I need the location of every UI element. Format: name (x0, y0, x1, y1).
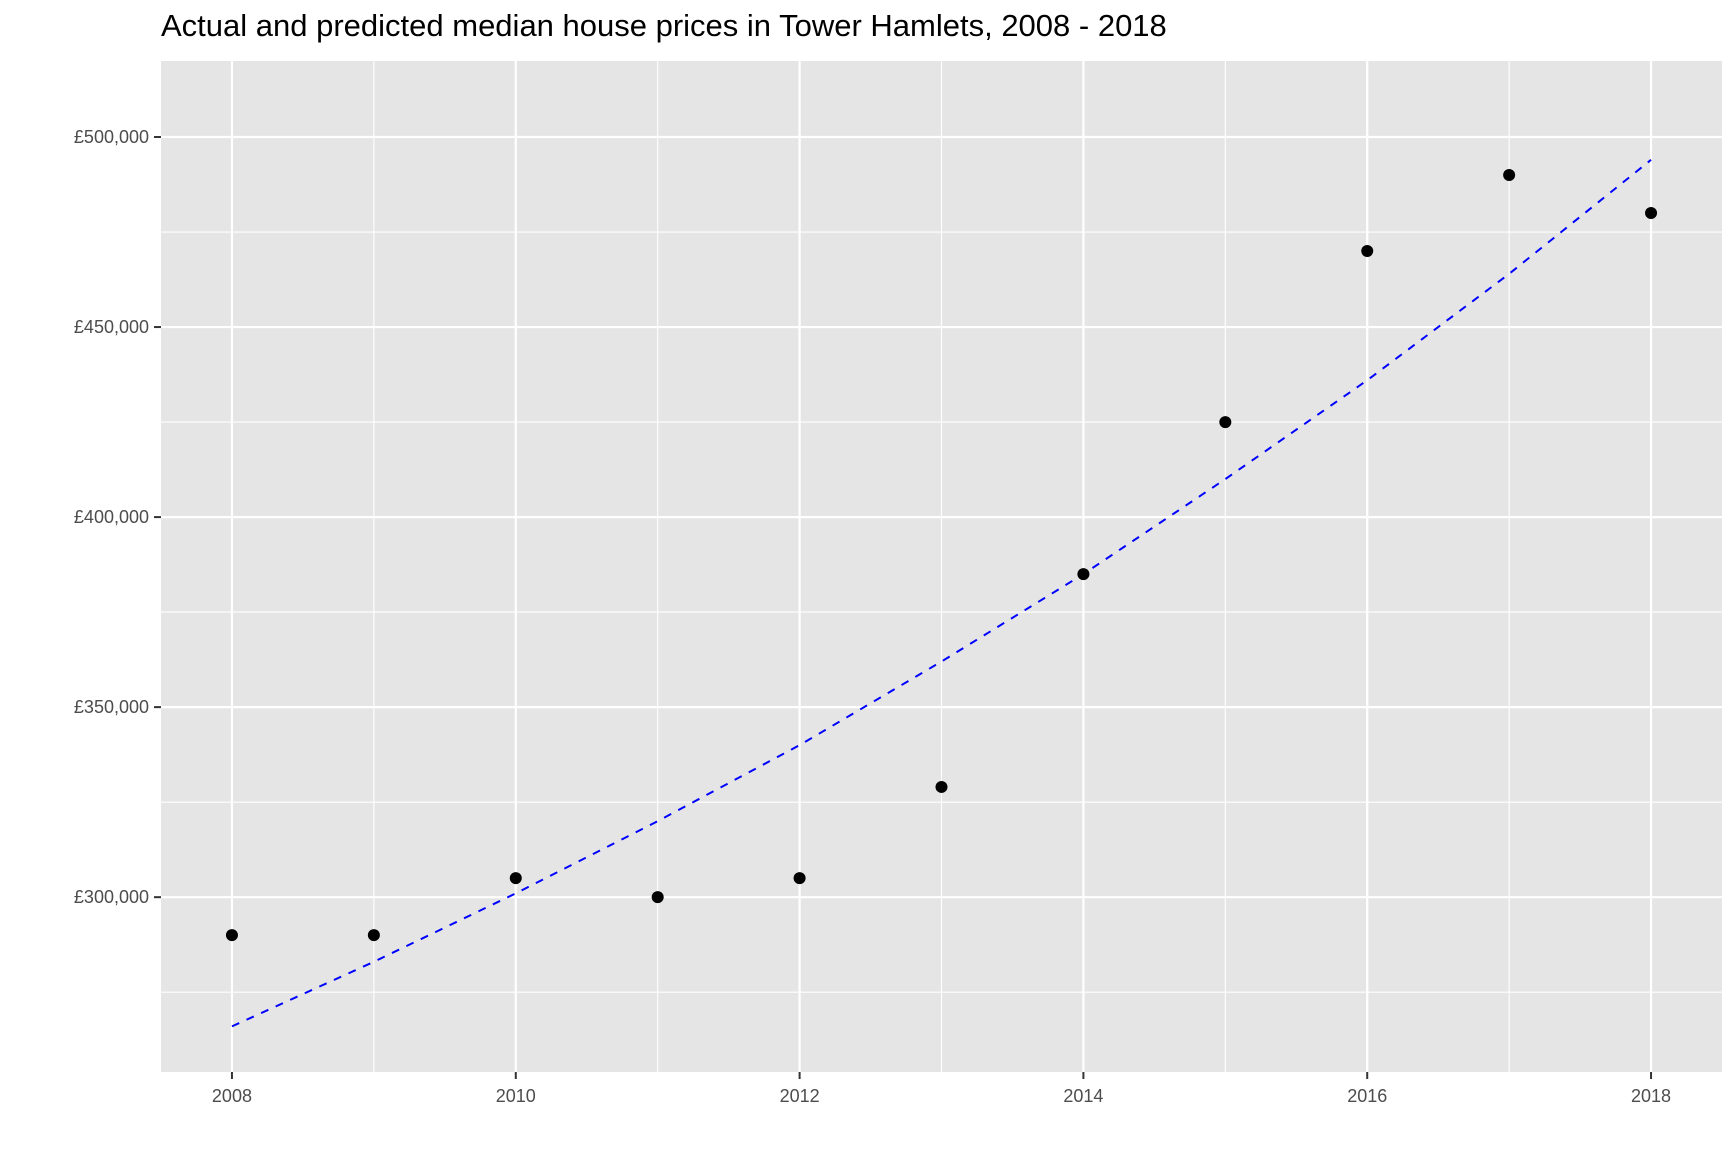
actual-price-point (367, 929, 380, 942)
x-tick-label: 2008 (212, 1086, 252, 1106)
actual-price-point (1361, 245, 1374, 258)
x-tick-label: 2016 (1347, 1086, 1387, 1106)
predicted-price-line (231, 159, 1652, 1028)
x-axis: 2008 2010 2012 2014 2016 2018 (212, 1072, 1671, 1106)
y-tick-label: £400,000 (74, 507, 149, 527)
y-tick-label: £500,000 (74, 127, 149, 147)
x-tick-label: 2018 (1631, 1086, 1671, 1106)
actual-price-point (1503, 169, 1516, 182)
actual-price-point (225, 929, 238, 942)
chart-title: Actual and predicted median house prices… (161, 8, 1167, 43)
actual-price-point (1219, 416, 1232, 429)
grid-major (161, 61, 1722, 1072)
y-tick-label: £450,000 (74, 317, 149, 337)
y-axis: £300,000 £350,000 £400,000 £450,000 £500,000 (74, 127, 161, 907)
actual-price-point (1077, 568, 1090, 581)
actual-price-point (509, 872, 522, 885)
y-tick-label: £300,000 (74, 887, 149, 907)
actual-price-point (793, 872, 806, 885)
actual-price-point (1645, 207, 1658, 220)
series-layer (225, 159, 1658, 1028)
x-tick-label: 2012 (780, 1086, 820, 1106)
x-tick-label: 2010 (496, 1086, 536, 1106)
actual-price-point (651, 891, 664, 904)
y-tick-label: £350,000 (74, 697, 149, 717)
x-tick-label: 2014 (1063, 1086, 1103, 1106)
grid-minor (161, 61, 1722, 1072)
actual-price-point (935, 780, 948, 793)
